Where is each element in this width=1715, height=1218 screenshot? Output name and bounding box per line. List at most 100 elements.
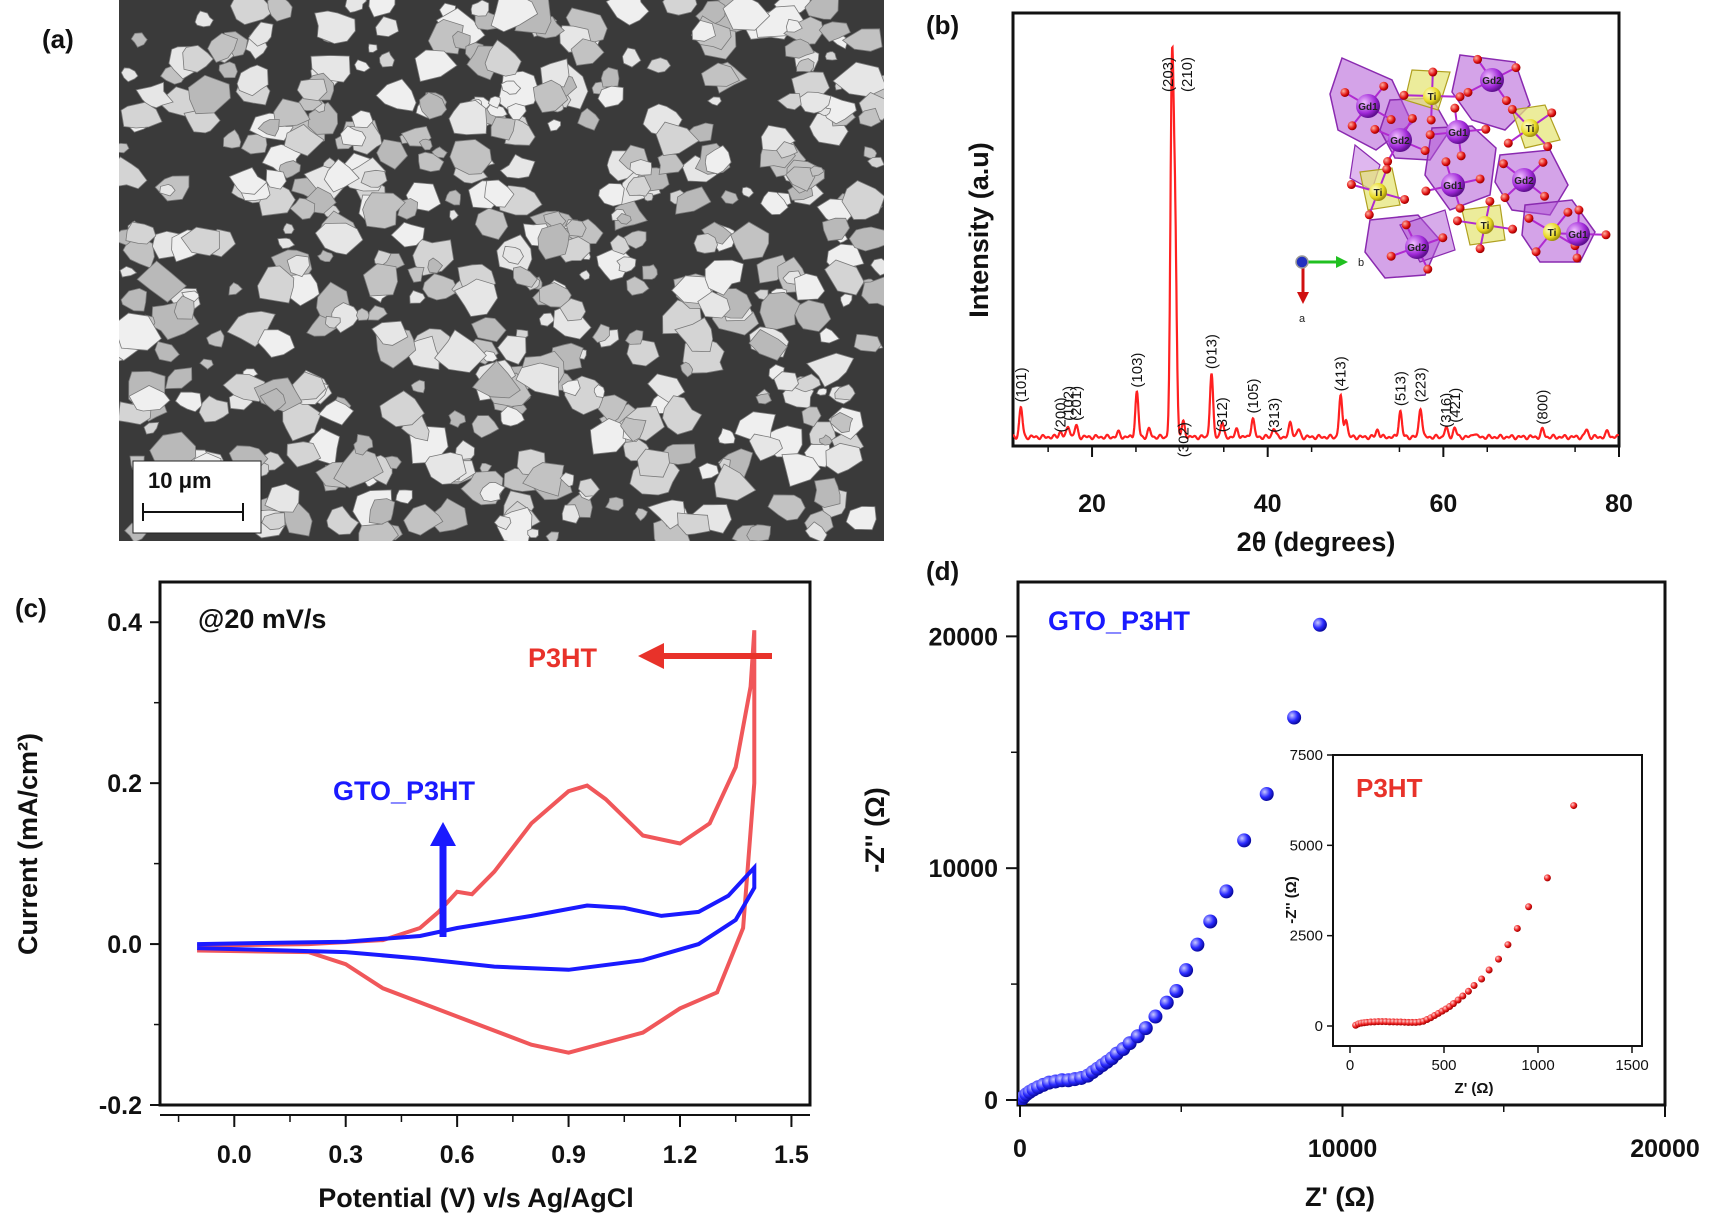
sem-particle xyxy=(625,175,652,197)
oxygen-atom xyxy=(1420,146,1430,156)
sem-particle xyxy=(622,47,642,68)
oxygen-atom xyxy=(1456,151,1466,161)
oxygen-atom xyxy=(1347,121,1357,131)
sem-particle xyxy=(818,21,851,43)
crystal-atoms: Gd1 Ti Gd2 Gd2 Gd1 Ti Ti Gd1 Gd2 Ti Gd2 Ti Gd1 xyxy=(1340,54,1611,274)
sem-particle xyxy=(676,512,711,536)
panel-d-label: (d) xyxy=(926,556,959,586)
eis-inset-x-tick-label: 1500 xyxy=(1615,1057,1648,1074)
eis-inset-x-axis-title: Z' (Ω) xyxy=(1455,1080,1494,1097)
sem-particle xyxy=(867,156,884,169)
atom-label: Gd2 xyxy=(1482,76,1502,87)
sem-particle xyxy=(194,10,214,28)
sem-particle xyxy=(314,222,364,256)
sem-particle xyxy=(165,367,193,390)
sem-particle xyxy=(395,489,413,505)
sem-particle xyxy=(626,339,660,367)
eis-inset-y-tick-label: 2500 xyxy=(1290,928,1323,945)
sem-particle xyxy=(781,453,821,488)
sem-particle xyxy=(767,494,806,521)
sem-particle xyxy=(291,371,327,401)
gd-atom xyxy=(1388,128,1412,152)
sem-particle xyxy=(449,209,459,222)
sem-particle xyxy=(453,278,499,317)
atom-label: Gd2 xyxy=(1390,136,1410,147)
oxygen-atom xyxy=(1572,253,1582,263)
oxygen-atom xyxy=(1543,142,1553,152)
eis-x-axis-title: Z' (Ω) xyxy=(1305,1182,1375,1212)
sem-particle xyxy=(289,197,316,220)
cv-series-gto-p3ht xyxy=(197,862,757,972)
xrd-peak-label: (200) xyxy=(1052,397,1069,432)
atom-label: Gd2 xyxy=(1514,176,1534,187)
xrd-peak-label: (312) xyxy=(1214,397,1231,432)
oxygen-atom xyxy=(1401,220,1411,230)
oxygen-atom xyxy=(1508,224,1518,234)
oxygen-atom xyxy=(1563,207,1573,217)
sem-particle xyxy=(218,61,238,79)
cv-y-tick-label: 0.2 xyxy=(107,770,142,798)
oxygen-atom xyxy=(1500,193,1510,203)
sem-particle xyxy=(479,481,506,502)
gd-atom xyxy=(1566,222,1590,246)
sem-particle xyxy=(119,156,148,190)
eis-inset: 0 500 1000 1500 0 2500 5000 7500 P3HT Z' (Ω) -Z… xyxy=(1283,747,1649,1097)
sem-particle xyxy=(267,0,293,22)
sem-particle xyxy=(841,180,884,220)
sem-particle xyxy=(427,257,444,274)
sem-particle xyxy=(340,125,367,147)
sem-particle xyxy=(704,259,744,296)
ti-atom xyxy=(1543,223,1561,241)
sem-particle xyxy=(825,442,863,475)
axis-b-label: b xyxy=(1358,257,1364,269)
oxygen-atom xyxy=(1450,103,1460,113)
cv-series-p3ht xyxy=(197,630,757,1055)
sem-particle xyxy=(593,384,606,398)
sem-particle xyxy=(499,153,536,179)
oxygen-atom xyxy=(1386,251,1396,261)
eis-x-tick-label: 0 xyxy=(1013,1135,1027,1163)
sem-particle xyxy=(791,299,832,332)
eis-inset-data-point xyxy=(1485,966,1493,974)
eis-inset-y-tick-label: 7500 xyxy=(1290,747,1323,764)
sem-particle xyxy=(624,329,644,345)
eis-inset-data-point xyxy=(1570,802,1578,810)
sem-particle xyxy=(655,121,700,156)
sem-particle xyxy=(286,254,310,278)
sem-particle xyxy=(500,80,522,95)
sem-particle xyxy=(324,315,341,329)
sem-particle xyxy=(748,433,783,462)
eis-inset-data-point xyxy=(1459,992,1467,1000)
sem-particle xyxy=(159,183,176,197)
sem-particle xyxy=(277,237,296,250)
cv-x-tick-label: 1.2 xyxy=(663,1141,698,1169)
sem-particle xyxy=(561,379,581,397)
panel-a: (a) 10 μm xyxy=(42,0,884,541)
oxygen-atom xyxy=(1425,130,1435,140)
sem-particle xyxy=(120,287,148,312)
panel-c: (c) 0.0 0.3 0.6 0.9 1.2 1.5 -0.2 0.0 0.2 0.4 Pote… xyxy=(13,580,812,1213)
sem-particle xyxy=(264,483,300,513)
sem-particle xyxy=(354,59,371,73)
eis-inset-frame xyxy=(1332,754,1643,1047)
sem-particle xyxy=(870,257,884,276)
sem-particle xyxy=(174,391,203,413)
oxygen-atom xyxy=(1524,213,1534,223)
xrd-peak-label: (223) xyxy=(1413,367,1430,402)
sem-particle xyxy=(623,230,647,250)
sem-particle xyxy=(307,101,339,135)
sem-particle xyxy=(680,361,694,378)
atom-label: Ti xyxy=(1526,124,1535,135)
atom-label: Gd1 xyxy=(1448,128,1468,139)
eis-data-point xyxy=(1169,984,1184,999)
sem-particle xyxy=(206,329,225,348)
sem-particle xyxy=(691,19,716,42)
sem-particle xyxy=(720,190,739,205)
sem-particle xyxy=(207,32,239,63)
sem-particle xyxy=(120,67,139,83)
sem-particle xyxy=(236,64,269,97)
sem-particle xyxy=(257,329,296,358)
sem-particle xyxy=(273,98,311,128)
